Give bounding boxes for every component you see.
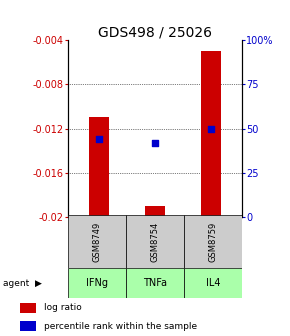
- Bar: [89, 118, 109, 217]
- Point: [153, 140, 157, 145]
- Bar: [20, 321, 36, 331]
- Bar: [126, 215, 184, 268]
- Bar: [184, 215, 242, 268]
- Text: IFNg: IFNg: [86, 278, 108, 288]
- Text: TNFa: TNFa: [143, 278, 167, 288]
- Text: agent  ▶: agent ▶: [3, 279, 42, 288]
- Text: GSM8759: GSM8759: [209, 221, 218, 262]
- Point: [97, 136, 101, 142]
- Point: [209, 126, 214, 131]
- Text: GSM8749: GSM8749: [93, 221, 102, 262]
- Bar: [145, 206, 165, 217]
- Bar: [68, 215, 126, 268]
- Text: percentile rank within the sample: percentile rank within the sample: [44, 322, 197, 331]
- Bar: [184, 268, 242, 298]
- Bar: [202, 51, 221, 217]
- Bar: [126, 268, 184, 298]
- Bar: [68, 268, 126, 298]
- Text: log ratio: log ratio: [44, 303, 81, 312]
- Title: GDS498 / 25026: GDS498 / 25026: [98, 25, 212, 39]
- Text: IL4: IL4: [206, 278, 220, 288]
- Text: GSM8754: GSM8754: [151, 221, 160, 262]
- Bar: [20, 302, 36, 313]
